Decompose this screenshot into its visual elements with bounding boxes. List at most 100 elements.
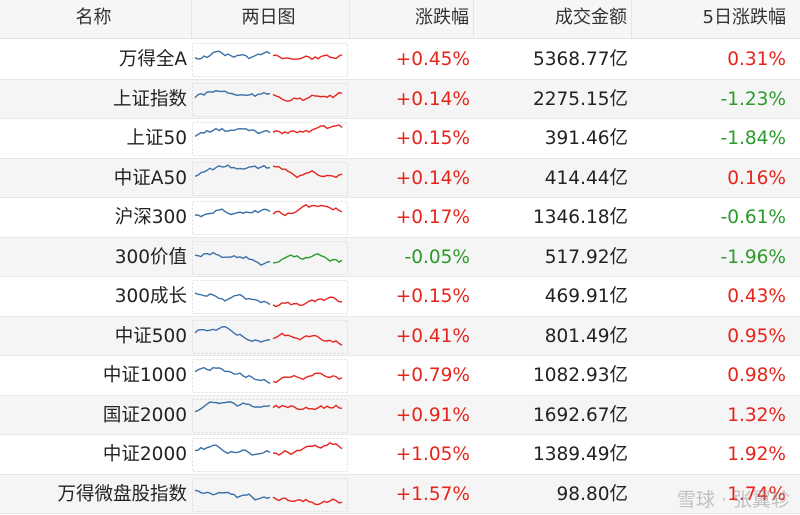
table-row: 上证指数 +0.14% 2275.15亿 -1.23% (0, 79, 800, 119)
row-name: 上证50 (126, 128, 187, 149)
sparkline (192, 201, 348, 235)
table-row: 万得全A +0.45% 5368.77亿 0.31% (0, 40, 800, 80)
row-name: 300价值 (114, 246, 187, 268)
sparkline-segment (194, 208, 271, 218)
volume: 5368.77亿 (532, 49, 628, 70)
sparkline-segment (272, 204, 343, 217)
table-row: 上证50 +0.15% 391.46亿 -1.84% (0, 119, 800, 159)
sparkline (192, 477, 348, 512)
volume: 98.80亿 (556, 483, 628, 505)
sparkline-segment (194, 50, 271, 60)
row-name: 国证2000 (102, 404, 187, 426)
header-cell: 两日图 (192, 0, 350, 38)
row-name: 中证500 (114, 325, 187, 347)
change-5d: 0.98% (727, 365, 786, 386)
sparkline (192, 319, 348, 354)
sparkline-segment (194, 127, 271, 138)
change-5d: -0.61% (720, 207, 786, 228)
sparkline (192, 438, 348, 472)
change: -0.05% (404, 246, 470, 268)
volume: 1346.18亿 (532, 207, 628, 228)
sparkline-segment (194, 89, 271, 98)
change: +0.17% (395, 207, 470, 228)
table-row: 中证1000 +0.79% 1082.93亿 0.98% (0, 356, 800, 396)
change: +0.14% (395, 88, 470, 110)
sparkline-segment (194, 366, 271, 385)
change: +0.14% (395, 167, 470, 189)
row-name: 上证指数 (112, 88, 187, 110)
change-5d: 1.92% (727, 444, 786, 465)
header-cell: 5日涨跌幅 (702, 7, 786, 28)
header-cell: 涨跌幅 (350, 0, 474, 38)
table-header: 名称 两日图 涨跌幅 成交金额 5日涨跌幅 (0, 0, 800, 39)
change: +0.15% (395, 128, 470, 149)
volume: 469.91亿 (544, 286, 628, 307)
change-5d: 0.95% (727, 325, 786, 347)
sparkline-segment (272, 372, 343, 384)
sparkline (192, 359, 348, 393)
header-cell: 成交金额 (474, 0, 632, 38)
sparkline-segment (272, 441, 343, 456)
change: +0.15% (395, 286, 470, 307)
sparkline (192, 161, 348, 196)
sparkline (192, 82, 348, 117)
change-5d: -1.84% (720, 128, 786, 149)
change: +0.45% (395, 49, 470, 70)
table-row: 中证A50 +0.14% 414.44亿 0.16% (0, 158, 800, 198)
volume: 517.92亿 (544, 246, 628, 268)
row-name: 300成长 (114, 286, 187, 307)
table-row: 中证500 +0.41% 801.49亿 0.95% (0, 316, 800, 356)
sparkline (192, 122, 348, 156)
row-name: 中证A50 (113, 167, 187, 189)
sparkline (192, 398, 348, 433)
header-cell: 名称 (0, 0, 192, 38)
row-name: 中证1000 (102, 365, 187, 386)
change: +1.57% (395, 483, 470, 505)
sparkline-segment (272, 252, 343, 264)
sparkline-segment (272, 164, 343, 178)
volume: 391.46亿 (544, 128, 628, 149)
sparkline-segment (272, 496, 343, 505)
change: +0.79% (395, 365, 470, 386)
change: +1.05% (395, 444, 470, 465)
table-row: 300价值 -0.05% 517.92亿 -1.96% (0, 237, 800, 277)
volume: 801.49亿 (544, 325, 628, 347)
change-5d: 0.31% (727, 49, 786, 70)
row-name: 万得全A (118, 49, 187, 70)
sparkline-segment (272, 332, 343, 346)
sparkline-segment (194, 163, 271, 177)
sparkline-segment (194, 400, 271, 412)
table-row: 中证2000 +1.05% 1389.49亿 1.92% (0, 435, 800, 475)
sparkline (192, 240, 348, 275)
volume: 1082.93亿 (532, 365, 628, 386)
sparkline-segment (272, 403, 343, 410)
sparkline-segment (272, 296, 343, 308)
change: +0.91% (395, 404, 470, 426)
table-row: 300成长 +0.15% 469.91亿 0.43% (0, 277, 800, 317)
sparkline-segment (194, 251, 271, 266)
change: +0.41% (395, 325, 470, 347)
sparkline-segment (272, 91, 343, 102)
watermark: 雪球 · 张翼轸 (676, 489, 790, 511)
table-row: 沪深300 +0.17% 1346.18亿 -0.61% (0, 198, 800, 238)
sparkline (192, 43, 348, 77)
sparkline-segment (272, 124, 343, 135)
volume: 2275.15亿 (532, 88, 628, 110)
sparkline (192, 280, 348, 314)
volume: 1692.67亿 (532, 404, 628, 426)
row-name: 沪深300 (114, 207, 187, 228)
row-name: 万得微盘股指数 (57, 483, 187, 505)
sparkline-segment (194, 444, 271, 456)
sparkline-segment (272, 54, 343, 61)
sparkline-segment (194, 489, 271, 501)
change-5d: 0.16% (727, 167, 786, 189)
change-5d: 1.32% (727, 404, 786, 426)
change-5d: 1.74% (727, 483, 786, 505)
table-row: 国证2000 +0.91% 1692.67亿 1.32% (0, 395, 800, 435)
change-5d: -1.96% (720, 246, 786, 268)
sparkline-segment (194, 325, 271, 343)
change-5d: -1.23% (720, 88, 786, 110)
sparkline-segment (194, 292, 271, 306)
row-name: 中证2000 (102, 444, 187, 465)
